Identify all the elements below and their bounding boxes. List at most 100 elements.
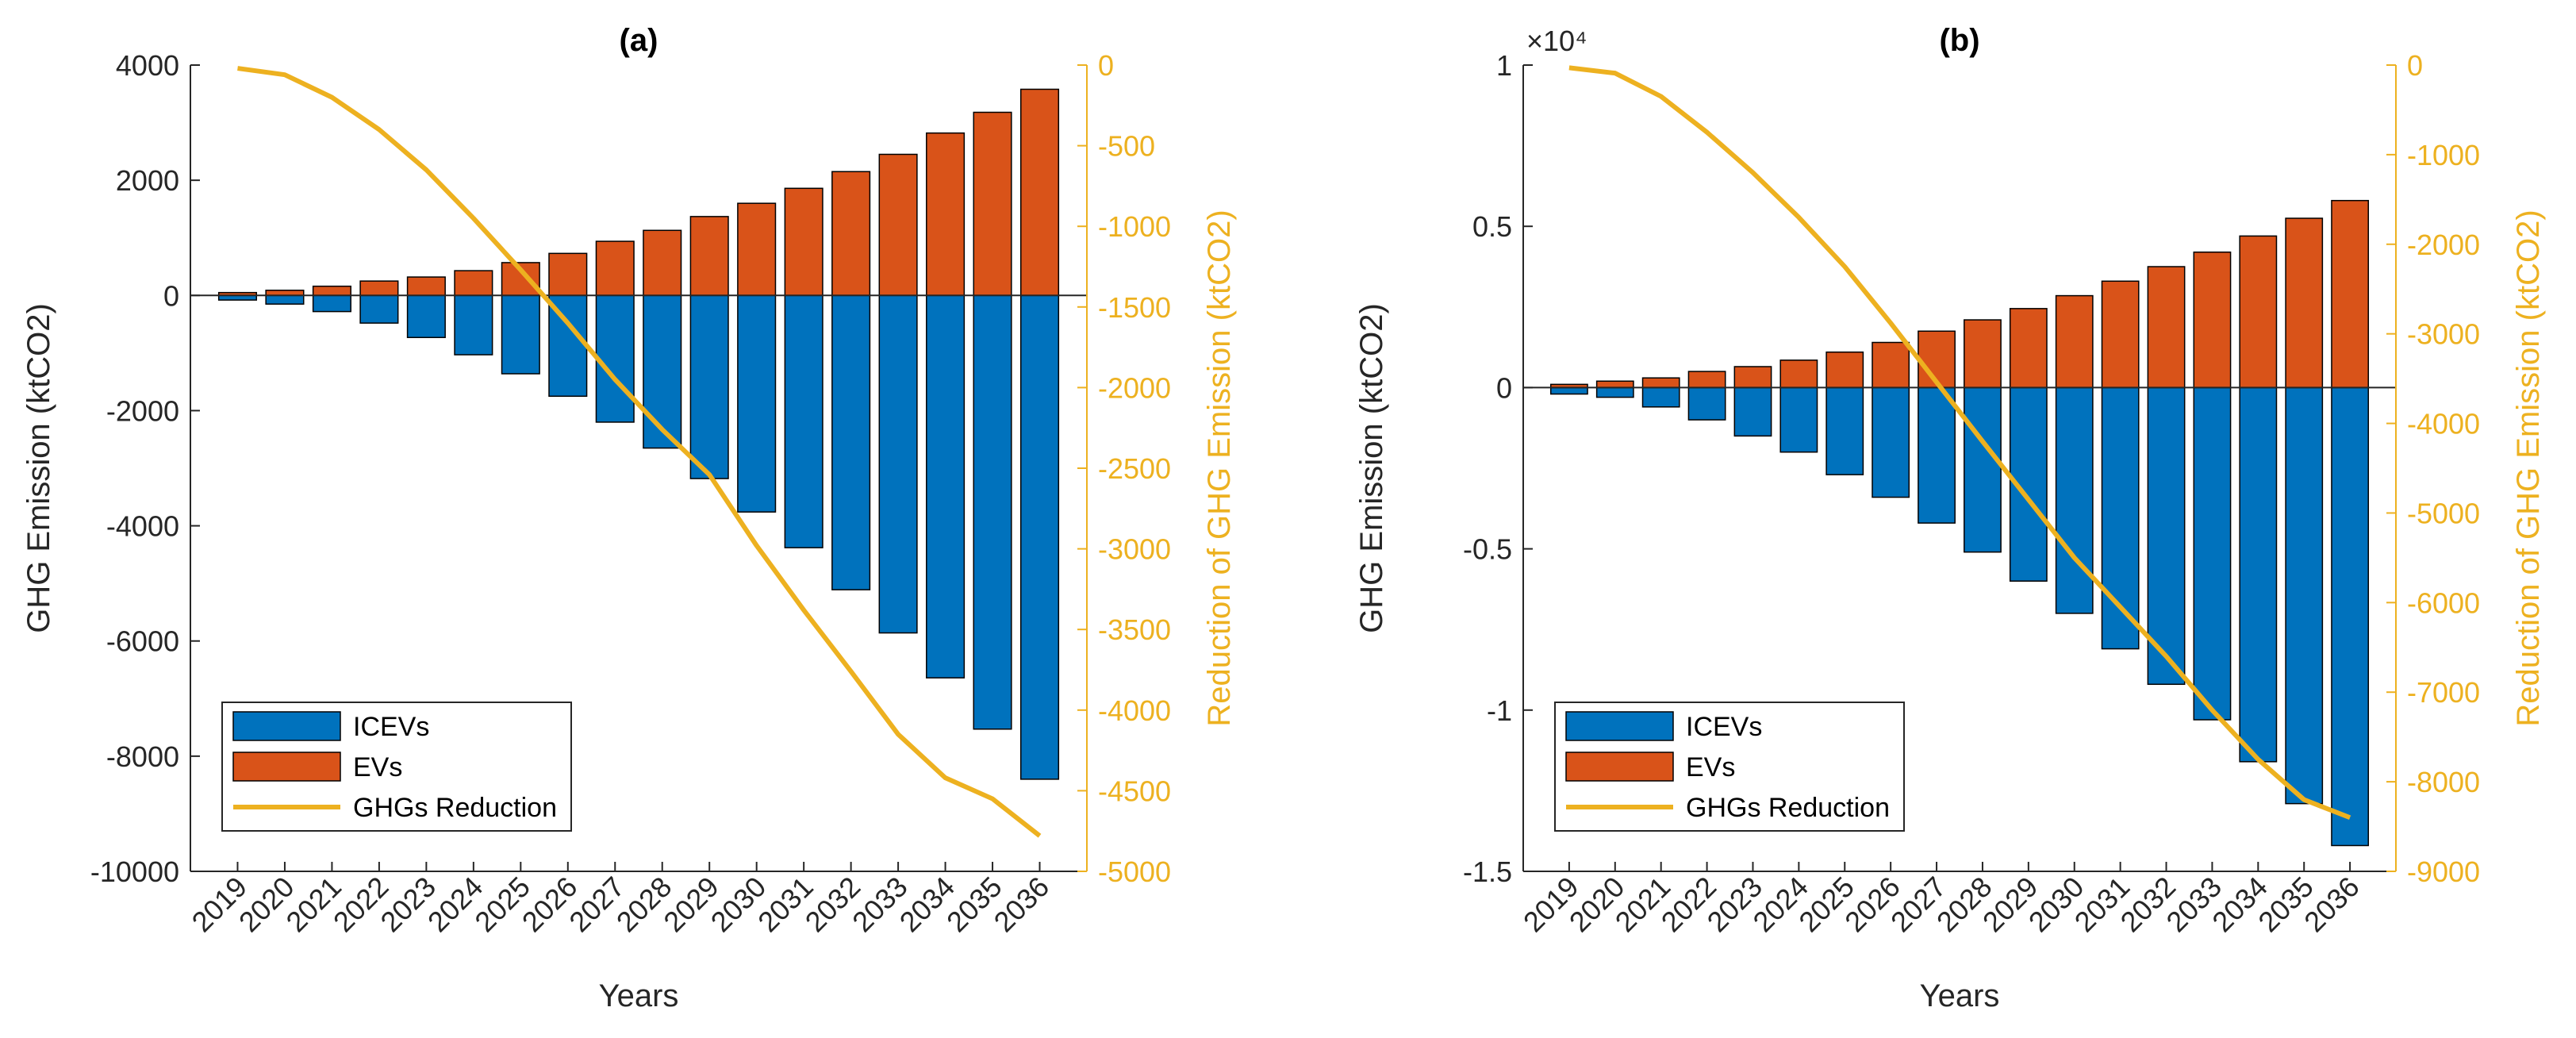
- y-tick-label-left: -8000: [106, 740, 179, 773]
- bar-icev-2033: [2193, 386, 2232, 721]
- bar-icev-2036: [1019, 294, 1060, 780]
- y-tick-label-right: -8000: [2407, 766, 2480, 798]
- bar-icev-2025: [1825, 386, 1864, 475]
- legend-label-2: GHGs Reduction: [1686, 793, 1890, 823]
- y-tick-label-right: -2500: [1098, 452, 1171, 485]
- bar-ev-2025: [1825, 351, 1864, 389]
- bar-icev-2025: [501, 294, 540, 375]
- chart-panel-b: -1.5 -1 -0.5 0 0.5 1 -9000 -8000 -7000 -6000 -5000…: [1354, 23, 2546, 1013]
- y-tick-label-right: 0: [1098, 49, 1114, 82]
- bar-icev-2029: [689, 294, 729, 479]
- legend-swatch-icev: [1565, 711, 1674, 741]
- y-tick-label-left: 1: [1496, 49, 1512, 82]
- bar-ev-2030: [737, 202, 777, 297]
- bar-ev-2024: [454, 270, 493, 297]
- y-tick-label-right: -500: [1098, 130, 1155, 163]
- y-tick-label-right: -2000: [2407, 229, 2480, 261]
- bar-icev-2035: [973, 294, 1012, 730]
- x-tick-label-2036: 2036: [2298, 871, 2366, 939]
- bar-icev-2027: [595, 294, 635, 423]
- bar-icev-2036: [2331, 386, 2370, 847]
- bar-ev-2029: [689, 216, 729, 297]
- y-tick-label-right: -3000: [2407, 318, 2480, 351]
- legend: ICEVs EVs GHGs Reduction: [221, 702, 572, 832]
- legend-label-2: GHGs Reduction: [353, 793, 557, 823]
- y-tick-label-left: -0.5: [1463, 533, 1512, 566]
- bar-ev-2021: [1641, 377, 1680, 389]
- y-tick-label-left: -2000: [106, 394, 179, 427]
- x-axis-label: Years: [1920, 978, 2000, 1013]
- bar-ev-2029: [2009, 308, 2048, 389]
- legend-swatch-ev: [1565, 752, 1674, 782]
- bar-ev-2030: [2055, 294, 2094, 389]
- y-tick-label-left: -4000: [106, 510, 179, 543]
- bar-icev-2032: [831, 294, 871, 590]
- y-tick-label-right: -1000: [2407, 139, 2480, 171]
- y-tick-label-left: 0: [1496, 371, 1512, 404]
- bar-ev-2027: [595, 240, 635, 297]
- legend-swatch-ev: [232, 752, 341, 782]
- y-tick-label-right: -1500: [1098, 291, 1171, 324]
- bar-ev-2028: [1964, 319, 2002, 389]
- bar-ev-2035: [973, 111, 1012, 297]
- bar-ev-2034: [926, 132, 966, 297]
- bar-ev-2022: [1687, 371, 1726, 389]
- bar-icev-2022: [359, 294, 399, 324]
- y-tick-label-right: -1000: [1098, 210, 1171, 243]
- bar-icev-2019: [1549, 386, 1588, 395]
- legend-label-0: ICEVs: [353, 712, 429, 742]
- y-tick-label-left: 4000: [116, 49, 179, 82]
- y-tick-label-right: -4000: [1098, 694, 1171, 727]
- bar-ev-2022: [359, 280, 399, 297]
- y-tick-label-left: -6000: [106, 625, 179, 658]
- bar-ev-2032: [2147, 266, 2186, 389]
- bar-ev-2031: [2101, 280, 2140, 389]
- bar-ev-2033: [878, 153, 918, 297]
- y-tick-label-left: 0: [163, 279, 179, 312]
- bar-icev-2023: [406, 294, 446, 339]
- y-tick-label-right: -3500: [1098, 613, 1171, 646]
- y-tick-label-left: -10000: [90, 855, 179, 888]
- bar-ev-2036: [2331, 199, 2370, 389]
- reduction-line: [237, 66, 1042, 838]
- reduction-line: [1568, 65, 2351, 821]
- bar-icev-2022: [1687, 386, 1726, 421]
- bar-icev-2020: [1595, 386, 1634, 398]
- bar-icev-2028: [1964, 386, 2002, 553]
- y-tick-label-right: 0: [2407, 49, 2423, 82]
- chart-title: (a): [620, 23, 658, 58]
- bar-ev-2023: [1733, 366, 1772, 389]
- bar-ev-2032: [831, 171, 871, 297]
- bar-icev-2026: [1872, 386, 1910, 498]
- bar-icev-2027: [1918, 386, 1956, 524]
- bar-icev-2035: [2285, 386, 2324, 805]
- bar-ev-2024: [1779, 359, 1818, 389]
- legend: ICEVs EVs GHGs Reduction: [1554, 702, 1905, 832]
- exponent-label: ×10⁴: [1526, 25, 1587, 57]
- bar-icev-2021: [1641, 386, 1680, 408]
- y-tick-label-left: -1.5: [1463, 855, 1512, 888]
- y-tick-label-right: -3000: [1098, 533, 1171, 566]
- legend-label-0: ICEVs: [1686, 712, 1762, 742]
- bar-icev-2031: [784, 294, 823, 548]
- y-axis-label-left: GHG Emission (ktCO2): [21, 303, 56, 633]
- bar-icev-2020: [265, 294, 305, 305]
- bar-icev-2034: [2239, 386, 2278, 763]
- x-tick-label-2036: 2036: [988, 871, 1056, 939]
- y-tick-label-left: 0.5: [1472, 210, 1512, 243]
- y-tick-label-right: -7000: [2407, 676, 2480, 709]
- bar-ev-2026: [1872, 341, 1910, 389]
- bar-ev-2035: [2285, 217, 2324, 389]
- legend-swatch-icev: [232, 711, 341, 741]
- y-tick-label-right: -5000: [1098, 855, 1171, 888]
- y-tick-label-right: -4000: [2407, 408, 2480, 440]
- y-axis-label-left: GHG Emission (ktCO2): [1354, 303, 1389, 633]
- bar-ev-2036: [1019, 88, 1060, 297]
- bar-ev-2020: [1595, 380, 1634, 389]
- bar-icev-2024: [1779, 386, 1818, 453]
- bar-icev-2021: [312, 294, 351, 313]
- y-tick-label-left: -1: [1487, 694, 1512, 727]
- y-tick-label-right: -2000: [1098, 371, 1171, 404]
